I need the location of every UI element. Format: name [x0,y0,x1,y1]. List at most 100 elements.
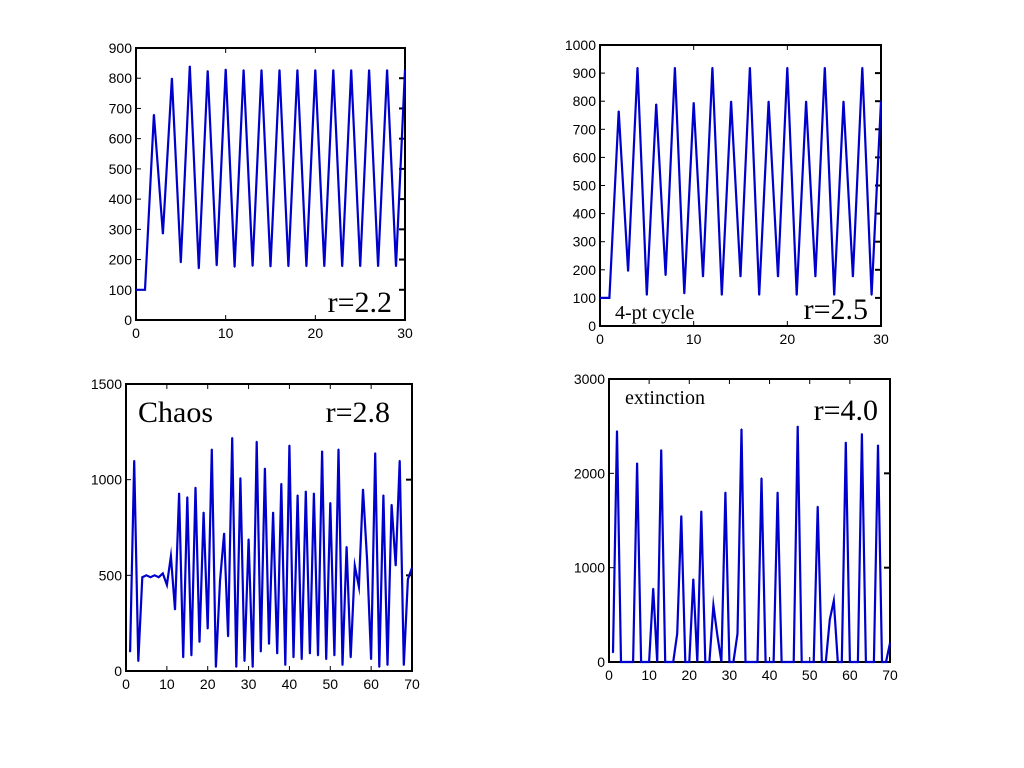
data-point [403,664,405,666]
data-point [655,103,657,105]
chart-annotation: 4-pt cycle [615,302,695,324]
plot-frame [135,47,406,321]
data-point [824,66,826,69]
data-point [145,574,147,576]
data-point [624,661,626,663]
y-tick-label: 0 [597,654,605,670]
data-point [377,265,379,268]
data-point [358,586,360,588]
data-point [599,297,601,299]
data-point [608,297,611,299]
data-point [350,69,352,71]
data-point [178,492,180,494]
data-point [337,448,340,450]
y-tick-label: 0 [114,663,122,679]
data-point [769,661,771,663]
data-point [378,666,380,668]
y-tick-label: 0 [124,312,132,328]
data-point [842,100,845,102]
data-point [817,505,819,507]
data-point [720,661,723,663]
data-point [721,294,723,296]
data-point [765,661,767,663]
data-point [708,661,711,663]
data-point [849,661,851,663]
data-point [190,655,192,657]
data-point [260,651,262,653]
x-tick-label: 40 [762,667,778,683]
data-point [809,661,811,663]
series-line [136,66,407,291]
data-point [730,100,732,102]
data-point [825,661,827,663]
data-point [235,666,237,668]
x-tick-label: 10 [686,331,702,347]
data-point [260,69,263,71]
data-point [144,289,146,291]
data-point [391,503,393,506]
data-point [162,233,164,235]
chart-4: 0 10 20 30 40 50 60 70 0 1000 2000 3000 extinction r=… [574,371,898,683]
data-point [333,655,335,657]
data-point [203,511,205,513]
data-point [797,425,799,427]
x-tick-label: 60 [842,667,858,683]
y-tick-label: 2000 [574,465,605,481]
x-tick-label: 50 [802,667,818,683]
data-point [288,444,290,446]
data-point [704,661,706,663]
y-tick-label: 100 [109,282,133,298]
data-point [280,482,282,485]
data-point [744,661,747,663]
x-tick-label: 30 [722,667,738,683]
series-line [600,67,883,299]
data-point [724,491,727,493]
data-point [756,661,759,663]
data-point [801,661,803,663]
data-point [137,660,139,663]
data-point [219,580,221,582]
data-point [313,492,315,494]
y-tick-label: 300 [573,234,597,250]
data-point [252,265,254,267]
data-point [632,661,634,663]
x-tick-label: 30 [397,325,413,341]
data-point [736,633,739,635]
data-point [305,265,307,268]
data-point [857,661,859,663]
data-point [264,467,266,469]
data-point [852,276,854,278]
data-point [805,100,807,102]
data-point [861,433,863,435]
data-point [814,276,817,278]
data-point [684,661,686,663]
data-point [627,270,629,272]
data-point [740,428,743,430]
chart-annotation: extinction [625,387,705,409]
data-point [739,276,742,278]
data-point [796,294,798,296]
y-tick-label: 1000 [565,37,596,53]
data-point [198,641,201,643]
y-tick-label: 700 [109,100,133,116]
y-tick-label: 500 [109,161,133,177]
data-point [881,661,883,663]
data-point [386,664,389,666]
x-tick-label: 60 [363,676,379,692]
data-point [665,274,667,276]
data-point [865,661,867,663]
data-point [225,68,227,70]
data-point [154,574,156,576]
x-tick-label: 20 [681,667,697,683]
data-point [158,576,160,578]
series-line [611,426,892,664]
x-tick-label: 0 [596,331,604,347]
data-point [292,657,295,659]
y-tick-label: 800 [109,70,133,86]
data-point [170,555,172,557]
data-point [612,652,614,654]
data-point [861,66,863,69]
data-point [786,66,788,69]
data-point [366,559,368,561]
data-point [752,661,755,663]
